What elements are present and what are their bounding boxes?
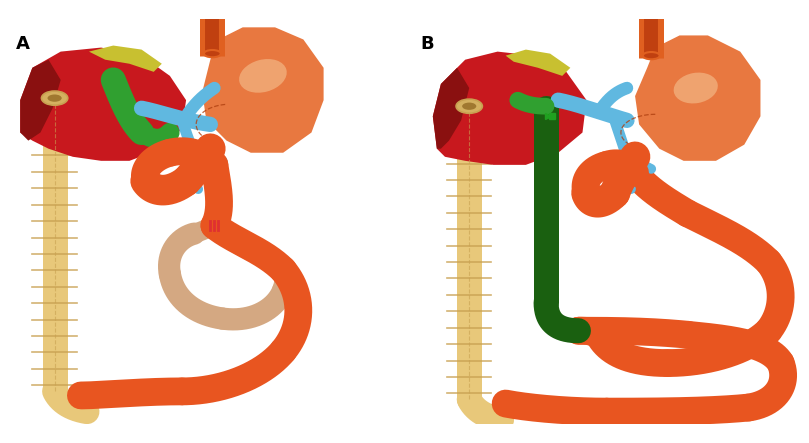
Polygon shape — [20, 60, 61, 140]
Text: A: A — [16, 35, 30, 54]
Polygon shape — [433, 68, 469, 149]
Ellipse shape — [239, 59, 286, 93]
Ellipse shape — [456, 99, 482, 113]
Ellipse shape — [41, 91, 68, 105]
Polygon shape — [20, 47, 186, 161]
Polygon shape — [433, 52, 587, 165]
Polygon shape — [635, 35, 760, 161]
Polygon shape — [506, 50, 570, 76]
Polygon shape — [202, 27, 324, 153]
Polygon shape — [89, 46, 162, 72]
Ellipse shape — [48, 94, 61, 102]
Ellipse shape — [462, 103, 477, 110]
Ellipse shape — [204, 50, 221, 57]
Ellipse shape — [642, 52, 660, 59]
Text: B: B — [421, 35, 434, 54]
Ellipse shape — [674, 73, 718, 104]
